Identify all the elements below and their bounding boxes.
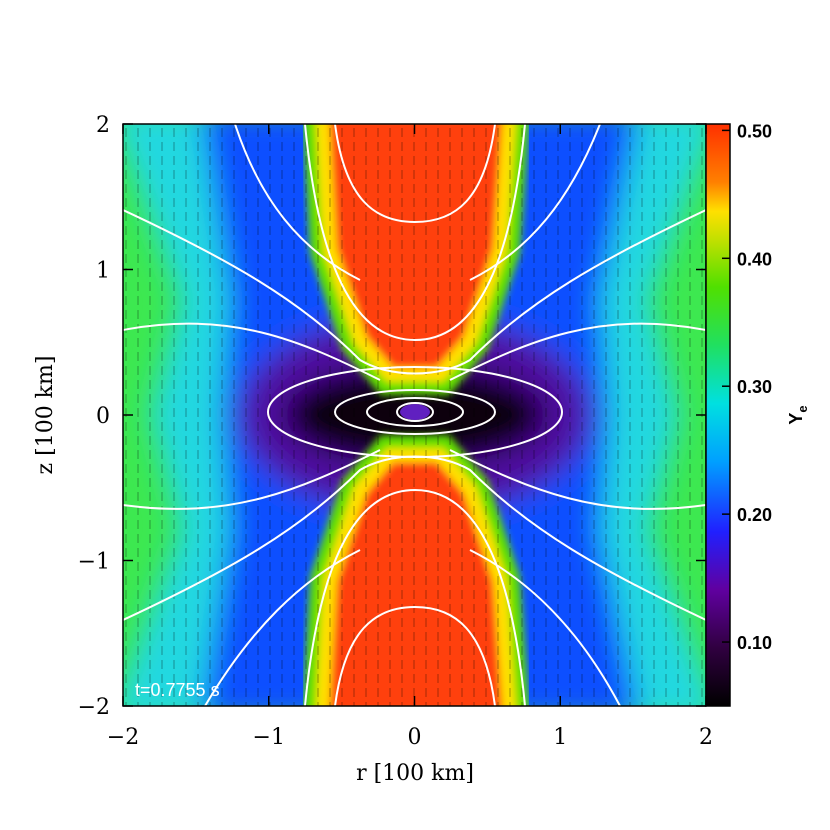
x-tick-label: 2 bbox=[699, 725, 713, 750]
colorbar-tick-label: 0.50 bbox=[737, 121, 772, 141]
x-tick-label: 1 bbox=[553, 725, 567, 750]
colorbar-tick-label: 0.20 bbox=[737, 505, 772, 525]
colorbar-tick-label: 0.10 bbox=[737, 633, 772, 653]
colorbar-tick-label: 0.40 bbox=[737, 249, 772, 269]
x-tick-label: 0 bbox=[408, 725, 422, 750]
time-annotation: t=0.7755 s bbox=[135, 680, 220, 700]
y-tick-label: 2 bbox=[96, 113, 110, 138]
colorbar-label-main: Y bbox=[786, 413, 806, 425]
y-tick-label: −2 bbox=[78, 695, 110, 720]
colorbar-tick-label: 0.30 bbox=[737, 377, 772, 397]
colorbar-label-sub: e bbox=[795, 405, 810, 412]
core bbox=[400, 404, 430, 420]
field bbox=[123, 124, 706, 706]
contours bbox=[123, 124, 706, 706]
colorbar-label: Ye bbox=[786, 405, 810, 424]
y-tick-label: −1 bbox=[78, 550, 110, 575]
colorbar bbox=[705, 123, 731, 707]
x-axis-label: r [100 km] bbox=[356, 761, 474, 786]
y-tick-label: 0 bbox=[96, 404, 110, 429]
x-tick-label: −1 bbox=[253, 725, 285, 750]
x-tick-label: −2 bbox=[107, 725, 139, 750]
y-axis-label: z [100 km] bbox=[33, 356, 58, 475]
y-tick-label: 1 bbox=[96, 259, 110, 284]
